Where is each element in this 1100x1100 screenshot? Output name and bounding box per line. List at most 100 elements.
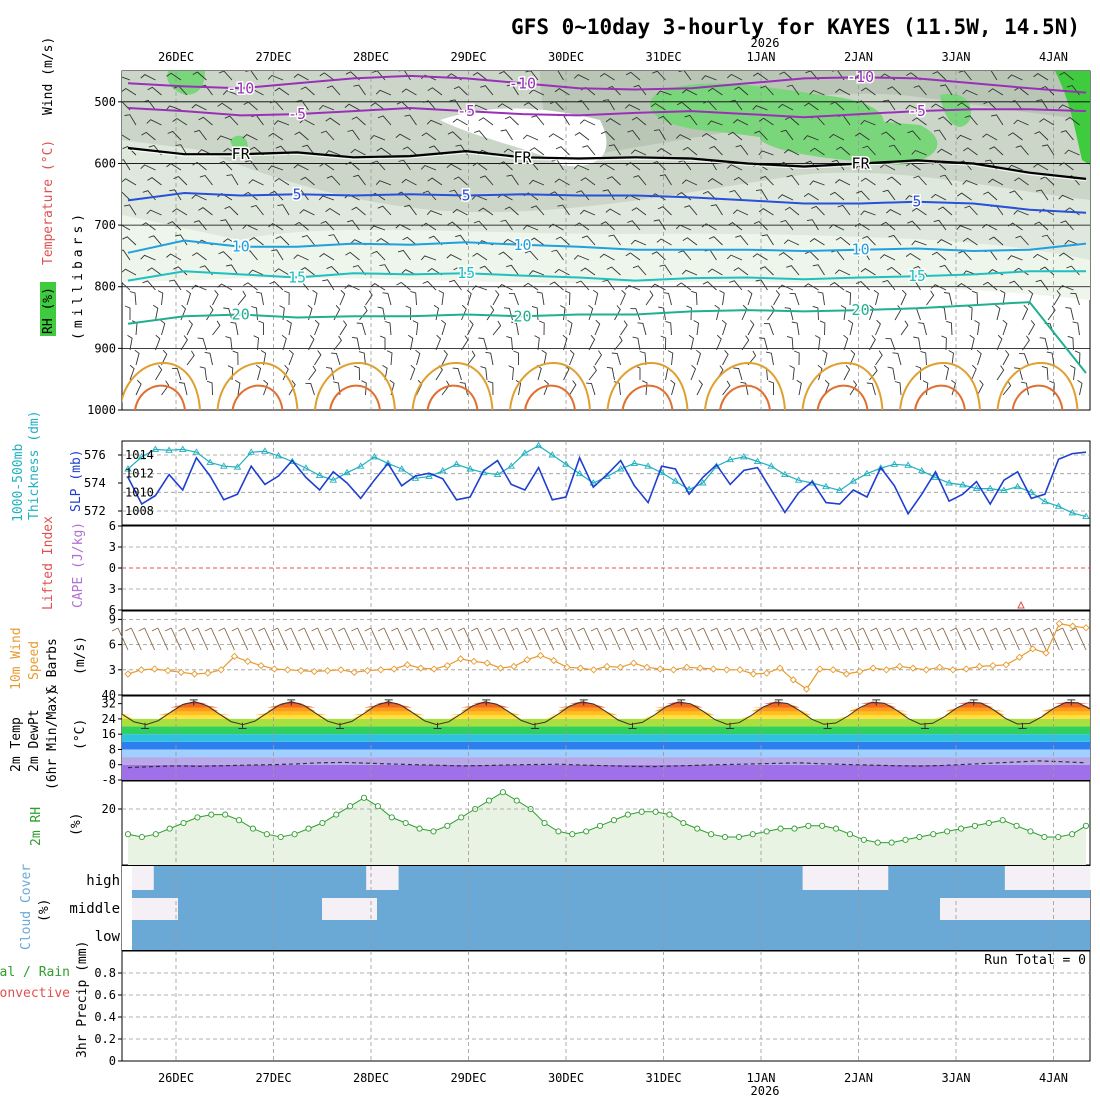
upper-air-barb [608,234,621,246]
upper-air-barb [166,72,182,81]
upper-air-barb [269,100,284,111]
upper-air-barb [1015,235,1029,246]
temp-min-marker [433,722,442,729]
slp-point [781,470,789,478]
upper-air-barb [395,133,411,141]
tick-label: 3 [109,582,116,596]
upper-air-barb [382,365,388,381]
upper-air-barb [562,334,568,351]
upper-air-barb [339,289,346,306]
upper-air-barb [347,129,360,141]
rh2m-point [1013,822,1020,829]
upper-air-barb [778,103,794,111]
isotherm-label: 15 [457,264,475,282]
wind10m-barb [244,627,262,651]
upper-air-barb [727,131,743,141]
upper-air-barb [710,204,723,216]
temp-max-marker [872,699,881,706]
wind10m-point [962,665,970,673]
upper-air-barb [1039,337,1049,351]
upper-air-barb [1064,239,1080,246]
upper-air-barb [147,86,162,96]
upper-air-barb [594,319,601,336]
upper-air-barb [599,72,615,81]
upper-air-barb [913,175,927,186]
upper-air-barb [900,289,907,306]
upper-air-barb [308,365,317,381]
upper-air-barb [729,99,743,111]
upper-air-barb [819,320,826,336]
slp-point [521,449,529,456]
upper-air-barb [962,237,978,246]
rh2m-axis-ticks: 20 [102,802,122,816]
cloud-clear-high [132,866,144,890]
slp-point [616,465,625,472]
upper-air-barb [758,337,768,351]
wind10m-point [789,676,797,684]
upper-air-barb [894,381,902,396]
upper-air-barb [404,204,417,216]
upper-air-barb [449,99,462,111]
upper-air-barb [428,235,443,246]
tick-label: 0 [109,1054,116,1068]
upper-air-barb [829,282,845,291]
upper-air-barb [971,290,978,306]
year-label-top: 2026 [751,36,780,50]
upper-air-barb [515,380,522,396]
slp-point [192,448,201,455]
rh2m-point [458,814,465,821]
upper-air-barb [789,365,795,381]
cloud-clear-high [1068,866,1080,890]
upper-air-barb [1046,351,1055,366]
upper-air-barb [352,264,366,276]
wind10m-point [922,666,930,674]
slp-point [767,462,776,469]
upper-air-barb [452,208,468,216]
wind10m-point [363,667,372,675]
wind10m-point [949,666,957,674]
upper-air-barb [333,335,342,351]
upper-air-barb [786,335,794,351]
upper-air-barb [223,238,239,246]
upper-air-barb [766,351,774,366]
wind10m-barbs [111,627,1087,651]
upper-air-barb [675,224,692,231]
upper-air-barb [504,206,519,216]
upper-air-barb [1077,379,1083,396]
instability-gridlines [122,526,1090,610]
upper-air-barb [191,104,207,111]
date-label-bottom: 27DEC [255,1071,291,1085]
tick-label: 0.2 [94,1032,116,1046]
upper-air-barb [579,209,596,216]
upper-air-barb [716,334,722,351]
upper-air-barb [160,319,166,336]
wind10m-label-2: Speed [27,641,42,680]
upper-air-barb [472,252,488,261]
upper-air-barb [1009,280,1023,291]
wind10m-point [496,664,505,672]
upper-air-barb [140,164,156,171]
wind10m-point [563,663,571,671]
isotherm-5 [127,191,1087,214]
rh2m-point [930,831,937,838]
upper-air-barb [398,159,411,171]
upper-air-barb [498,71,513,81]
upper-air-barb [206,305,214,321]
upper-air-barb [173,175,188,186]
upper-air-barb [199,366,207,381]
isotherm-label: -5 [457,102,475,120]
upper-air-barb [886,266,902,276]
upper-air-barb [282,364,289,381]
slp-point [343,468,351,476]
upper-air-barb [803,135,819,141]
upper-air-barb [529,147,545,156]
upper-air-barb [760,175,774,186]
upper-air-barb [632,336,641,351]
wind10m-point [909,664,917,672]
upper-air-barb [273,120,290,126]
upper-air-barb [1034,221,1049,231]
tick-label: 0.6 [94,988,116,1002]
slp-point [370,452,379,460]
upper-air-barb [861,87,876,96]
slp-point [302,464,310,471]
